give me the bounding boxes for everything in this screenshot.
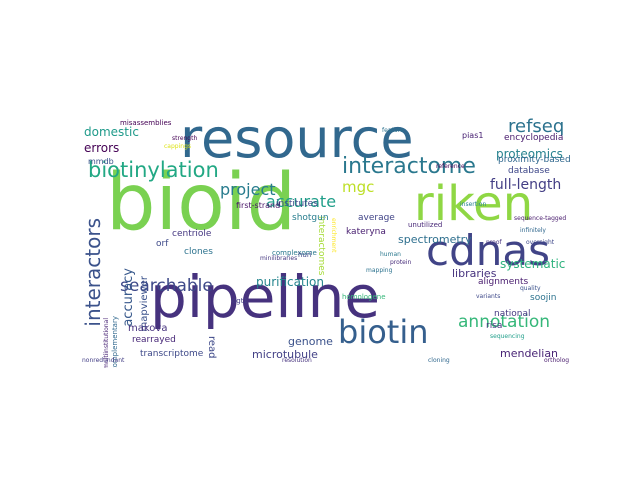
cloud-word: libraries [452,267,497,280]
cloud-word: average [358,213,395,223]
cloud-word: minilibraries [260,255,298,262]
cloud-word: cdnas [426,226,550,275]
cloud-word: human [380,251,401,258]
cloud-word: rearrayed [132,335,176,345]
cloud-word: kateryna [346,227,386,237]
cloud-word: interactors [81,218,105,327]
cloud-word: feature [382,127,404,134]
cloud-word: variants [476,293,501,300]
cloud-word: quality [520,285,541,292]
cloud-word: first-strand [236,201,281,210]
cloud-word: complexome [272,249,317,257]
cloud-word: accuracy [121,268,136,327]
cloud-word: institutes [276,199,318,209]
cloud-word: alignments [478,277,529,287]
cloud-word: resource [180,118,414,170]
cloud-word: errors [84,141,120,155]
cloud-word: annotation [458,312,551,332]
cloud-word: database [508,166,550,176]
cloud-word: homologene [342,293,386,301]
cloud-word: biotinylation [88,158,219,182]
cloud-word: proof [486,239,502,246]
cloud-word: full-length [490,177,562,193]
cloud-word: refseq [508,118,565,137]
cloud-word: protein [390,259,412,266]
cloud-word: clones [184,247,213,257]
cloud-word: oversight [526,239,555,246]
cloud-word: mendelian [500,347,559,360]
cloud-word: shotgun [292,213,329,223]
cloud-word: microtubule [252,348,318,361]
cloud-word: reference [436,163,465,170]
cloud-word: centriole [172,229,212,239]
cloud-word: ogt1 [232,297,248,305]
cloud-word: cappings [164,143,191,150]
cloud-word: sequencing [490,333,525,340]
cloud-word: purification [256,275,324,289]
cloud-word: genome [288,335,333,348]
cloud-word: transcriptome [140,349,204,359]
cloud-word: unutilized [408,221,443,229]
cloud-word: interactomes [316,216,326,276]
cloud-word: cloning [428,357,450,364]
cloud-word: resolution [282,357,312,364]
cloud-word: riken [414,176,534,232]
cloud-word: domestic [84,125,139,139]
cloud-word: proximity-based [498,155,571,165]
cloud-word: accurate [266,192,337,211]
cloud-word: mgc [342,178,375,196]
cloud-word: proteomics [496,147,563,161]
cloud-word: nonredundant [82,357,125,364]
cloud-word: sequence-tagged [514,215,567,222]
cloud-word: soojin [530,293,557,303]
cloud-word: project [220,180,276,199]
cloud-word: bioid [106,158,297,248]
cloud-word: read [206,336,217,359]
cloud-word: encyclopedia [504,133,564,143]
cloud-word: ortholog [544,357,570,364]
cloud-word: mmdb [88,157,114,166]
cloud-word: risa [486,321,503,331]
cloud-word: enrichment [330,218,337,253]
cloud-word: mapping [366,267,393,274]
cloud-word: strength [172,135,198,142]
cloud-word: orf [156,239,169,249]
cloud-word: pipeline [150,263,381,331]
cloud-word: national [494,309,531,319]
cloud-word: interactome [342,154,476,179]
word-cloud: resource bioid pipeline riken cdnas biot… [80,118,576,368]
cloud-word: biotin [338,313,429,351]
cloud-word: searchable [120,276,213,296]
cloud-word: spectrometry [398,233,472,246]
cloud-word: makova [128,323,168,334]
cloud-word: huri [298,251,312,259]
cloud-word: infinitely [520,227,546,234]
cloud-word: systematic [500,257,566,271]
cloud-word: pias1 [462,131,484,140]
cloud-word: misassemblies [120,119,172,127]
cloud-word: insertion [460,201,487,208]
